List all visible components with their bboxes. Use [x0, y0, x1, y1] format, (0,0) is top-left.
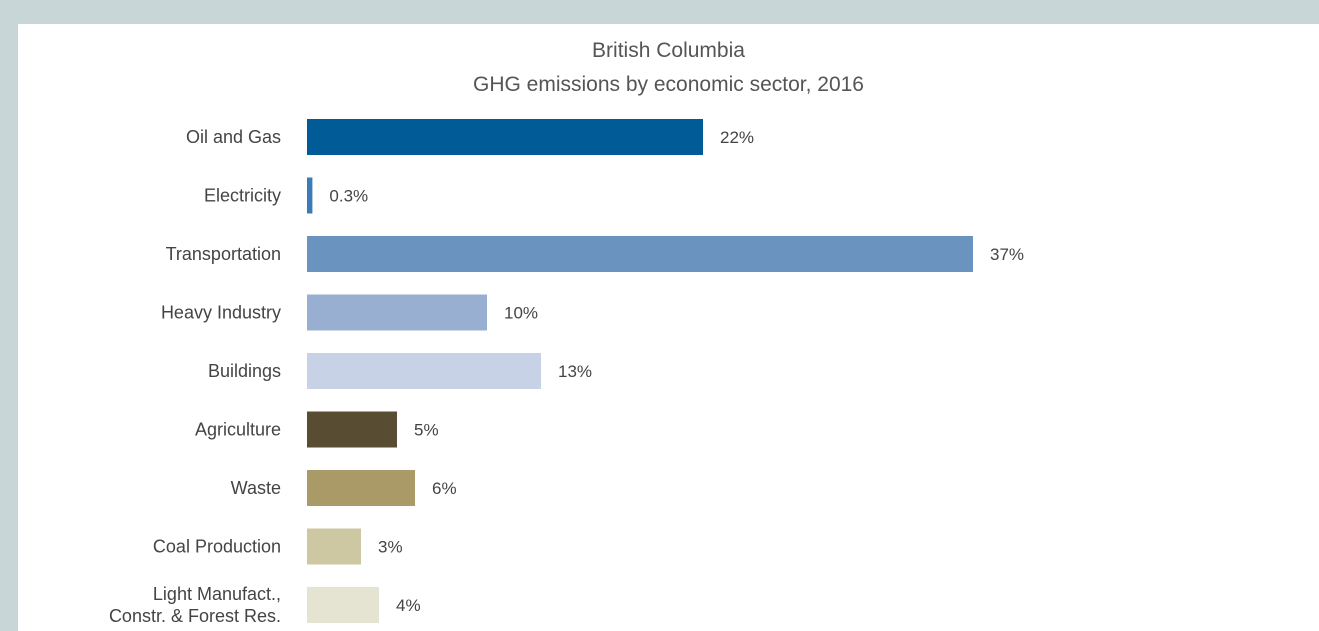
category-label-0: Oil and Gas — [186, 127, 281, 147]
value-label-7: 3% — [378, 538, 403, 557]
bar-3 — [307, 294, 487, 331]
bar-1 — [307, 177, 313, 214]
bar-7 — [307, 528, 361, 565]
chart-title: British Columbia — [592, 39, 745, 62]
bar-0 — [307, 119, 703, 155]
value-label-2: 37% — [990, 245, 1024, 264]
category-label-1: Electricity — [204, 186, 281, 206]
bar-2 — [307, 236, 973, 272]
category-label-2: Transportation — [166, 244, 281, 264]
value-label-1: 0.3% — [329, 187, 368, 206]
category-label-6: Waste — [231, 478, 281, 498]
chart-subtitle: GHG emissions by economic sector, 2016 — [472, 73, 864, 96]
category-label-8: Light Manufact., Constr. & Forest Res. — [109, 584, 281, 626]
value-label-4: 13% — [558, 362, 592, 381]
value-label-8: 4% — [396, 596, 421, 615]
category-label-5: Agriculture — [195, 420, 281, 440]
category-label-4: Buildings — [208, 361, 281, 381]
value-label-5: 5% — [414, 421, 439, 440]
value-label-3: 10% — [504, 304, 538, 323]
value-label-6: 6% — [432, 479, 457, 498]
bar-5 — [307, 411, 397, 448]
bar-4 — [307, 353, 541, 389]
category-label-3: Heavy Industry — [161, 303, 281, 323]
category-label-7: Coal Production — [153, 537, 281, 557]
bar-6 — [307, 470, 415, 506]
value-label-0: 22% — [720, 128, 754, 147]
bar-8 — [307, 587, 379, 623]
